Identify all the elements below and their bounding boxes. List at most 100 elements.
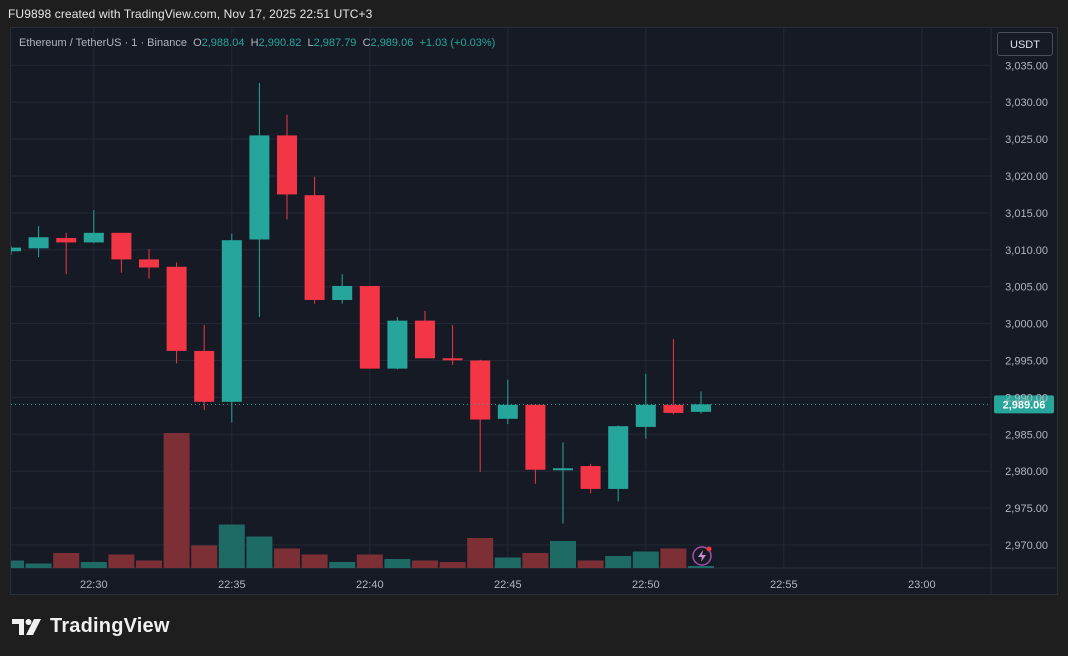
- candle: [166, 262, 187, 364]
- open-label: O: [193, 37, 202, 49]
- candle-body: [221, 240, 242, 402]
- candle-body: [139, 259, 159, 268]
- price-tick-label: 2,990.00: [1005, 392, 1048, 404]
- volume-bar: [688, 566, 714, 568]
- volume-bar: [218, 524, 245, 568]
- price-tick-label: 3,010.00: [1005, 245, 1048, 257]
- volume-bar: [412, 560, 438, 568]
- candle: [28, 226, 49, 258]
- price-tick-label: 3,035.00: [1005, 60, 1048, 72]
- candle-body: [415, 320, 435, 359]
- volume-bar: [522, 553, 549, 568]
- low-label: L: [307, 37, 314, 49]
- candle-body: [166, 266, 187, 351]
- candle: [608, 425, 629, 502]
- candle-body: [332, 285, 353, 300]
- volume-bar: [384, 559, 411, 568]
- candle-body: [442, 358, 463, 361]
- time-tick-label: 22:30: [80, 579, 108, 591]
- price-tick-label: 2,985.00: [1005, 429, 1048, 441]
- last-price-line: 2,989.06: [11, 395, 1054, 414]
- volume-bar: [53, 553, 80, 568]
- candles: [11, 83, 711, 524]
- volume-bars: [11, 433, 714, 568]
- price-axis: 2,970.00 2,975.00 2,980.00 2,985.00 2,990.00…: [1005, 60, 1048, 552]
- candle: [470, 359, 491, 472]
- volume-bar: [25, 563, 52, 568]
- close-label: C: [362, 37, 371, 49]
- change-value: +1.03 (+0.03%): [419, 37, 496, 49]
- time-tick-label: 22:40: [356, 579, 384, 591]
- currency-button[interactable]: USDT: [997, 32, 1053, 56]
- candle: [304, 176, 325, 304]
- candle-body: [304, 195, 325, 300]
- volume-bar: [467, 538, 494, 568]
- price-tick-label: 3,020.00: [1005, 171, 1048, 183]
- volume-bar: [605, 556, 632, 568]
- candle-body: [470, 360, 491, 420]
- volume-bar: [329, 562, 356, 568]
- candle-body: [691, 404, 711, 412]
- volume-bar: [494, 557, 521, 568]
- attribution-text: FU9898 created with TradingView.com, Nov…: [8, 7, 373, 21]
- candle: [11, 246, 21, 255]
- volume-bar: [246, 536, 273, 568]
- tradingview-logo[interactable]: TradingView: [12, 615, 170, 638]
- candle-body: [580, 466, 601, 489]
- last-price-label: 2,989.06: [1003, 399, 1046, 411]
- candle: [497, 379, 518, 424]
- candle: [580, 463, 601, 494]
- price-tick-label: 3,000.00: [1005, 319, 1048, 331]
- candle-body: [111, 232, 132, 260]
- candle: [194, 325, 215, 410]
- candlestick-chart[interactable]: 2,989.06 2,970.00 2,975.00 2,980.00 2,985.0…: [11, 28, 1058, 595]
- volume-bar: [632, 551, 659, 568]
- volume-bar: [301, 554, 328, 568]
- candle: [56, 232, 77, 275]
- candle-body: [249, 135, 270, 240]
- candle-body: [277, 135, 297, 195]
- price-tick-label: 3,030.00: [1005, 97, 1048, 109]
- candle-body: [11, 247, 21, 252]
- candle-body: [83, 232, 104, 243]
- high-label: H: [250, 37, 259, 49]
- price-tick-label: 2,970.00: [1005, 540, 1048, 552]
- candle-body: [359, 285, 380, 369]
- time-tick-label: 22:35: [218, 579, 246, 591]
- price-tick-label: 3,015.00: [1005, 208, 1048, 220]
- time-tick-label: 22:55: [770, 579, 798, 591]
- time-axis: 22:30 22:35 22:40 22:45 22:50 22:55 23:00: [80, 579, 936, 591]
- candle-body: [497, 404, 518, 419]
- price-tick-label: 3,005.00: [1005, 282, 1048, 294]
- candle: [332, 274, 353, 304]
- candle: [249, 83, 270, 317]
- lightning-marker-icon: [692, 546, 712, 566]
- lightning-bolt-icon: [698, 550, 706, 562]
- high-value: 2,990.82: [258, 37, 302, 49]
- volume-bar: [577, 560, 604, 568]
- candle: [359, 285, 380, 369]
- symbol-name: Ethereum / TetherUS · 1 · Binance: [19, 37, 187, 49]
- time-tick-label: 22:50: [632, 579, 660, 591]
- price-tick-label: 2,980.00: [1005, 466, 1048, 478]
- candle: [663, 339, 684, 415]
- volume-bar: [80, 562, 107, 568]
- tradingview-logo-icon: [12, 618, 41, 635]
- candle: [525, 404, 546, 484]
- volume-bar: [439, 562, 466, 568]
- candle-body: [194, 350, 215, 402]
- candle: [553, 442, 573, 524]
- low-value: 2,987.79: [313, 37, 357, 49]
- candle-body: [525, 404, 546, 470]
- volume-bar: [11, 560, 24, 568]
- price-tick-label: 2,975.00: [1005, 503, 1048, 515]
- volume-bar: [356, 554, 383, 568]
- candle: [442, 325, 463, 365]
- time-tick-label: 23:00: [908, 579, 936, 591]
- volume-bar: [550, 541, 576, 568]
- chart-panel[interactable]: 2,989.06 2,970.00 2,975.00 2,980.00 2,985.0…: [10, 27, 1058, 595]
- candle-body: [553, 468, 573, 471]
- last-price-badge: [994, 395, 1054, 414]
- volume-bar: [274, 548, 300, 568]
- grid-lines: [11, 28, 1057, 594]
